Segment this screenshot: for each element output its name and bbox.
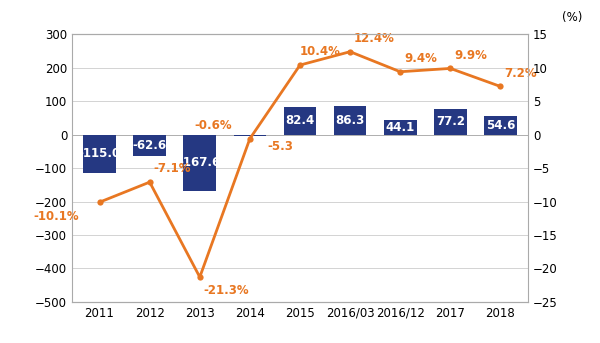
Bar	[384, 120, 416, 135]
Text: -115.0: -115.0	[79, 147, 121, 161]
Text: 82.4: 82.4	[286, 114, 314, 127]
Bar	[83, 135, 116, 173]
Text: -21.3%: -21.3%	[204, 284, 250, 297]
Bar	[334, 106, 367, 135]
Text: -0.6%: -0.6%	[195, 119, 232, 132]
Text: -167.6: -167.6	[179, 156, 221, 169]
Text: 86.3: 86.3	[335, 114, 365, 127]
Text: -5.3: -5.3	[268, 140, 293, 153]
Text: 44.1: 44.1	[386, 121, 415, 134]
Text: 10.4%: 10.4%	[300, 45, 341, 58]
Bar	[184, 135, 216, 191]
Text: -7.1%: -7.1%	[154, 163, 191, 175]
Bar	[484, 116, 517, 135]
Text: 9.9%: 9.9%	[454, 49, 487, 62]
Text: 77.2: 77.2	[436, 115, 465, 128]
Text: -10.1%: -10.1%	[33, 210, 79, 223]
Bar	[133, 135, 166, 156]
Text: 9.4%: 9.4%	[404, 52, 437, 65]
Bar	[233, 135, 266, 137]
Text: -62.6: -62.6	[133, 139, 167, 152]
Bar	[434, 109, 467, 135]
Bar	[284, 107, 316, 135]
Text: (%): (%)	[562, 11, 583, 24]
Text: 54.6: 54.6	[486, 119, 515, 132]
Text: 12.4%: 12.4%	[354, 32, 395, 45]
Text: 7.2%: 7.2%	[505, 67, 537, 80]
